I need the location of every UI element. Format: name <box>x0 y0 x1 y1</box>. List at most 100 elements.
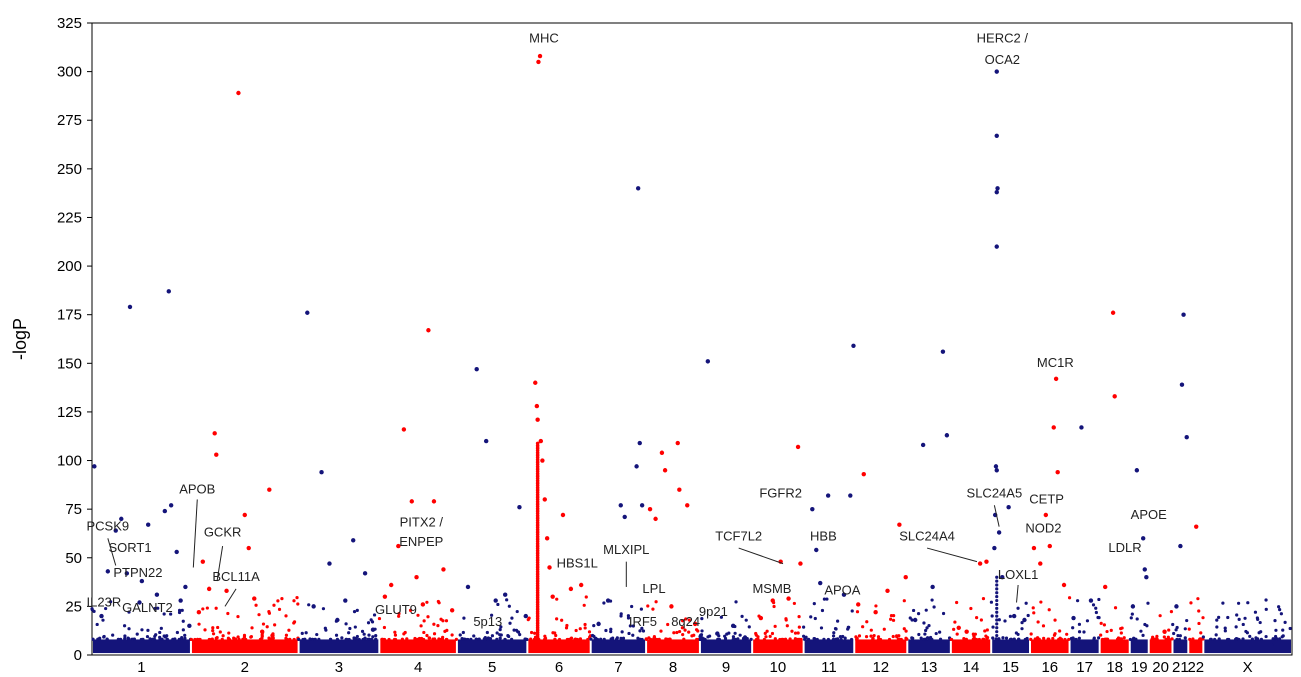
data-point <box>252 596 257 601</box>
x-tick-label: 10 <box>770 659 787 676</box>
annotation-label: IL23R <box>87 594 122 609</box>
x-tick-label: 11 <box>821 659 837 676</box>
data-point <box>764 635 768 639</box>
data-point <box>195 637 200 641</box>
data-point <box>353 625 357 629</box>
annotation-label: PCSK9 <box>87 519 130 534</box>
data-point <box>1194 524 1199 529</box>
data-point <box>734 600 738 604</box>
data-point <box>1029 637 1033 641</box>
data-point <box>1274 634 1278 639</box>
data-point <box>802 634 806 638</box>
data-point <box>560 512 566 518</box>
data-point <box>1122 636 1126 640</box>
data-point <box>426 328 431 333</box>
data-point <box>631 633 635 637</box>
data-point <box>485 630 489 635</box>
data-point <box>340 636 344 640</box>
data-point <box>97 637 102 642</box>
data-point <box>319 470 324 475</box>
data-point <box>1146 601 1150 605</box>
data-point <box>1037 637 1041 641</box>
data-point <box>861 471 866 477</box>
chromosome-band <box>951 639 991 654</box>
data-point <box>1281 634 1285 638</box>
annotation-label: GALNT2 <box>122 600 173 615</box>
data-point <box>1112 394 1117 399</box>
data-point <box>270 637 274 642</box>
data-point <box>833 626 838 631</box>
x-tick-label: 5 <box>488 659 496 676</box>
data-point <box>1001 636 1005 640</box>
data-point <box>178 598 183 603</box>
data-point <box>449 608 455 613</box>
data-point <box>477 637 481 641</box>
annotation-label: GLUT9 <box>375 602 417 617</box>
data-point <box>507 604 511 608</box>
data-point <box>1047 543 1052 549</box>
data-point <box>1102 623 1107 627</box>
data-point <box>795 637 799 642</box>
data-point <box>516 630 520 634</box>
data-point <box>551 631 555 635</box>
data-point <box>995 583 999 587</box>
data-point <box>1164 637 1168 642</box>
data-point <box>583 626 587 630</box>
y-tick-label: 75 <box>65 501 82 518</box>
data-point <box>335 617 340 623</box>
data-point <box>1197 637 1203 642</box>
data-point <box>91 637 95 641</box>
data-point <box>139 578 145 584</box>
data-point <box>1104 637 1108 641</box>
data-point <box>847 625 851 629</box>
data-point <box>183 584 188 590</box>
data-point <box>788 637 792 641</box>
data-point <box>700 636 704 640</box>
data-point <box>512 628 516 632</box>
data-point <box>490 634 495 638</box>
data-point <box>891 634 895 639</box>
data-point <box>1243 616 1247 620</box>
data-point <box>284 636 288 640</box>
data-point <box>953 620 957 624</box>
data-point <box>1227 637 1231 642</box>
data-point <box>1102 584 1108 590</box>
data-point <box>1071 626 1075 630</box>
chromosome-band <box>753 639 803 654</box>
data-point <box>1135 617 1139 621</box>
chromosome-band <box>700 639 752 654</box>
data-point <box>780 637 784 641</box>
annotation-label: APOB <box>179 482 215 497</box>
data-point <box>646 604 650 608</box>
data-point <box>681 619 685 623</box>
data-point <box>620 630 624 634</box>
data-point <box>432 637 437 641</box>
data-point <box>465 584 471 590</box>
data-point <box>812 637 817 641</box>
data-point <box>104 606 108 611</box>
data-point <box>1061 582 1067 588</box>
data-point <box>307 603 311 607</box>
data-point <box>1077 630 1082 634</box>
data-point <box>683 628 687 632</box>
data-point <box>664 637 668 641</box>
data-point <box>684 617 688 621</box>
data-point <box>220 637 224 641</box>
x-tick-label: 15 <box>1002 659 1019 676</box>
data-point <box>529 637 533 641</box>
data-point <box>370 627 376 632</box>
data-point <box>554 633 558 638</box>
data-point <box>250 626 254 630</box>
data-point <box>292 637 296 642</box>
data-point <box>889 617 893 621</box>
data-point <box>1178 543 1183 549</box>
data-point <box>148 637 152 641</box>
data-point <box>436 624 440 628</box>
data-point <box>770 631 775 636</box>
data-point <box>496 602 500 607</box>
data-point <box>981 597 986 601</box>
data-point <box>649 637 653 642</box>
data-point <box>534 403 540 409</box>
data-point <box>372 613 377 617</box>
